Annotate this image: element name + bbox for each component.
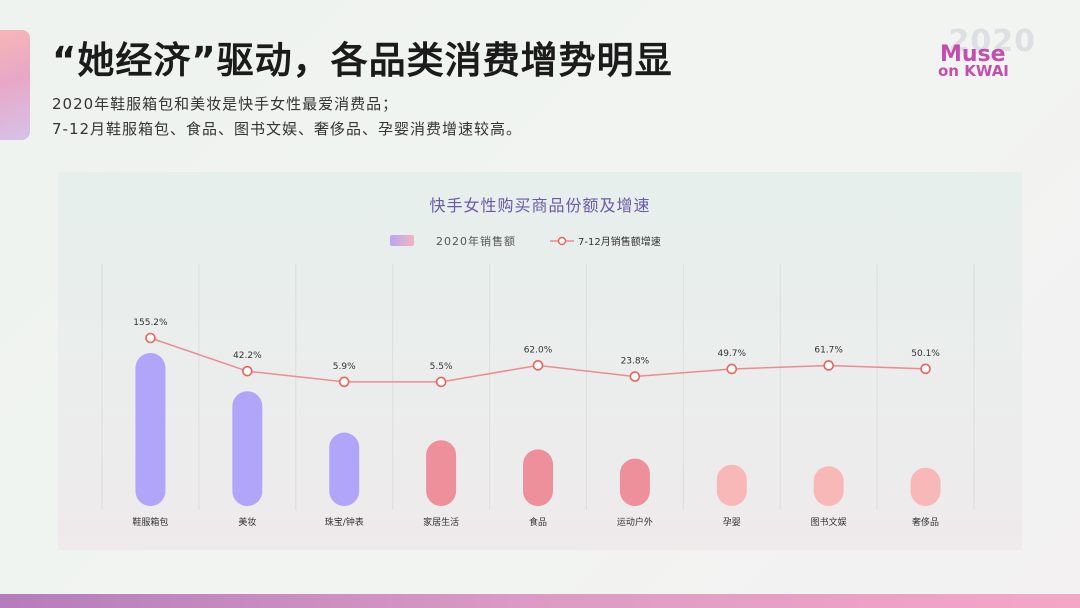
- growth-data-label: 42.2%: [233, 351, 262, 361]
- growth-data-label: 23.8%: [621, 357, 650, 367]
- bar-5: [523, 449, 553, 506]
- growth-point-5: [532, 360, 544, 371]
- chart-title: 快手女性购买商品份额及增速: [429, 196, 650, 215]
- bar-7: [716, 464, 747, 506]
- legend-bar-label: 2020年销售额: [436, 234, 516, 248]
- logo-muse-text: Muse: [940, 42, 1006, 67]
- page-title: “她经济”驱动，各品类消费增势明显: [52, 39, 673, 82]
- subtitle-line-1: 2020年鞋服箱包和美妆是快手女性最爱消费品；: [52, 95, 399, 113]
- page-subtitle: 2020年鞋服箱包和美妆是快手女性最爱消费品； 7-12月鞋服箱包、食品、图书文…: [52, 92, 522, 142]
- bar-8: [813, 466, 844, 506]
- x-tick-label: 家居生活: [423, 516, 459, 528]
- growth-data-label: 49.7%: [717, 349, 746, 359]
- growth-data-label: 50.1%: [911, 349, 940, 359]
- x-tick-label: 美妆: [238, 516, 256, 528]
- x-tick-label: 珠宝/钟表: [325, 516, 364, 528]
- bar-2: [232, 391, 263, 506]
- logo-year: 2020: [948, 24, 1036, 59]
- growth-data-label: 62.0%: [524, 345, 553, 355]
- bar-4: [426, 440, 457, 506]
- legend-bar-swatch: [390, 235, 414, 246]
- growth-point-2: [242, 365, 253, 377]
- bar-3: [329, 432, 360, 506]
- growth-data-label: 155.2%: [133, 318, 168, 328]
- growth-point-4: [435, 376, 447, 388]
- x-tick-label: 鞋服箱包: [132, 516, 168, 528]
- x-tick-label: 图书文娱: [811, 516, 847, 528]
- x-tick-label: 孕婴: [723, 517, 741, 528]
- x-tick-label: 运动户外: [617, 516, 653, 528]
- legend-line-label: 7-12月销售额增速: [578, 235, 661, 248]
- x-tick-label: 奢侈品: [912, 516, 939, 528]
- subtitle-line-2: 7-12月鞋服箱包、食品、图书文娱、奢侈品、孕婴消费增速较高。: [52, 120, 523, 138]
- bottom-gradient-bar: [0, 594, 1080, 608]
- growth-point-7: [726, 363, 738, 375]
- muse-on-kwai-logo: 2020 Muse on KWAI: [936, 22, 1046, 84]
- growth-point-9: [920, 363, 931, 375]
- legend-line-marker: [557, 236, 567, 246]
- growth-point-6: [629, 371, 641, 382]
- corner-decoration: [0, 30, 30, 140]
- bar-9: [910, 467, 941, 506]
- logo-kwai-text: on KWAI: [938, 62, 1009, 80]
- growth-point-1: [145, 332, 156, 344]
- x-tick-label: 食品: [529, 516, 547, 528]
- bar-1: [135, 353, 166, 506]
- growth-point-8: [823, 360, 834, 371]
- bar-6: [619, 458, 650, 506]
- growth-data-label: 61.7%: [814, 345, 843, 355]
- growth-data-label: 5.9%: [333, 362, 356, 372]
- growth-data-label: 5.5%: [430, 362, 453, 372]
- growth-point-3: [338, 376, 350, 388]
- chart-panel: 快手女性购买商品份额及增速 2020年销售额 7-12月销售额增速鞋服箱包 美妆 珠宝/…: [58, 172, 1022, 550]
